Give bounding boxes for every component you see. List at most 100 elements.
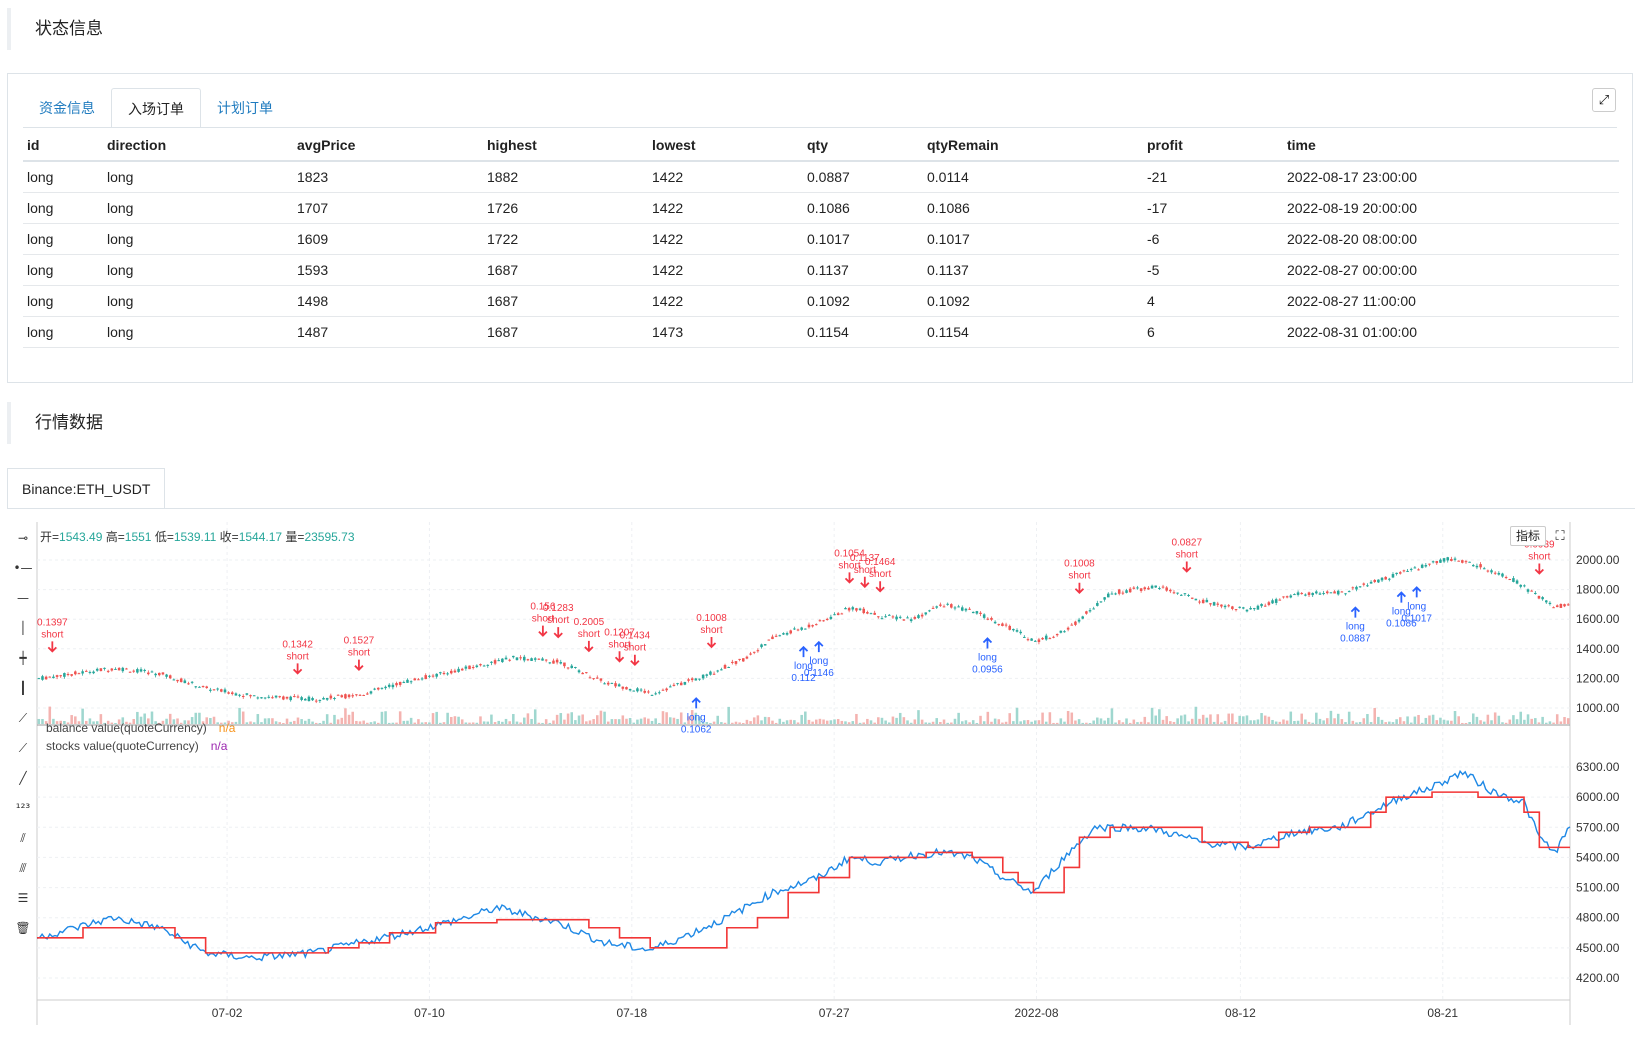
- candle-body: [541, 658, 544, 661]
- fib-channel-icon[interactable]: ⫻: [19, 861, 27, 875]
- candle-body: [322, 697, 325, 700]
- volume-bar: [614, 719, 617, 724]
- volume-bar: [822, 719, 825, 724]
- cell-qty: 0.0887: [803, 161, 923, 193]
- volume-bar: [1552, 722, 1555, 724]
- fullscreen-icon[interactable]: ⛶: [1555, 528, 1565, 543]
- candle-body: [574, 666, 577, 668]
- vertical-line-icon[interactable]: │: [19, 621, 27, 635]
- candle-body: [818, 620, 822, 622]
- parallel-channel-icon[interactable]: ⫽: [20, 831, 26, 845]
- candle-body: [347, 694, 351, 698]
- candle-body: [464, 666, 468, 669]
- trend-line-icon[interactable]: ⟋: [18, 711, 28, 725]
- horizontal-line-icon[interactable]: •—: [13, 561, 33, 575]
- volume-bar: [387, 722, 391, 724]
- volume-bar: [358, 721, 362, 724]
- volume-bar: [1457, 716, 1460, 724]
- indicator-button[interactable]: 指标: [1510, 526, 1546, 546]
- volume-bar: [271, 718, 274, 724]
- volume-bar: [1092, 720, 1095, 724]
- candle-body: [230, 692, 234, 695]
- high-label: 高=: [105, 530, 125, 544]
- candle-body: [804, 628, 807, 630]
- candle-body: [1344, 593, 1347, 595]
- volume-bar: [672, 717, 676, 724]
- candle-body: [986, 618, 990, 620]
- candle-body: [1074, 621, 1077, 625]
- horizontal-ray-icon[interactable]: ⊸: [17, 531, 29, 545]
- tab-entry-orders[interactable]: 入场订单: [111, 88, 201, 128]
- volume-bar: [1442, 719, 1446, 724]
- candle-body: [1563, 604, 1566, 607]
- volume-bar: [935, 718, 939, 724]
- tab-funds[interactable]: 资金信息: [39, 100, 95, 116]
- volume-bar: [665, 712, 668, 724]
- volume-bar: [1143, 716, 1147, 724]
- candle-body: [409, 681, 413, 683]
- volume-bar: [464, 722, 468, 724]
- legend-balance: balance value(quoteCurrency) n/a: [46, 721, 235, 735]
- value-tick-label: 5100.00: [1576, 881, 1620, 895]
- horizontal-segment-icon[interactable]: —: [17, 591, 29, 605]
- candle-body: [880, 618, 884, 620]
- cell-avgPrice: 1707: [293, 192, 483, 224]
- volume-bar: [990, 721, 993, 724]
- candle-body: [110, 668, 114, 671]
- volume-bar: [1205, 717, 1209, 724]
- volume-bar: [1037, 720, 1041, 724]
- candle-body: [1030, 638, 1033, 641]
- volume-bar: [741, 722, 745, 724]
- volume-bar: [475, 722, 479, 724]
- volume-label: 量=: [285, 530, 305, 544]
- volume-bar: [771, 720, 774, 724]
- volume-bar: [1318, 718, 1322, 724]
- candle-body: [526, 659, 530, 661]
- candle-body: [636, 688, 639, 692]
- volume-bar: [41, 719, 44, 724]
- candle-body: [906, 617, 909, 619]
- ray-line-icon[interactable]: ⟋: [18, 741, 28, 755]
- vertical-ray-icon[interactable]: ┃: [19, 681, 27, 695]
- cell-time: 2022-08-20 08:00:00: [1283, 223, 1619, 255]
- volume-bar: [471, 722, 475, 724]
- expand-icon[interactable]: ⤢: [1592, 88, 1616, 112]
- price-tick-label: 1400.00: [1576, 642, 1620, 656]
- candle-body: [1260, 603, 1263, 607]
- extended-line-icon[interactable]: ╱: [19, 771, 27, 785]
- price-label-icon[interactable]: ¹²³: [15, 801, 31, 815]
- volume-bar: [1183, 714, 1187, 724]
- candle-body: [179, 678, 183, 683]
- candle-body: [537, 658, 541, 660]
- candle-body: [793, 628, 796, 630]
- volume-bar: [1515, 719, 1519, 724]
- candle-body: [117, 667, 121, 671]
- short-signal-label: short: [1176, 550, 1198, 561]
- candle-body: [847, 608, 851, 611]
- short-signal-label: short: [608, 639, 630, 650]
- volume-bar: [563, 719, 566, 724]
- vertical-segment-icon[interactable]: ┿: [19, 651, 27, 665]
- candle-body: [683, 682, 687, 685]
- cell-qty: 0.1137: [803, 254, 923, 286]
- volume-bar: [369, 722, 373, 724]
- cell-id: long: [23, 192, 103, 224]
- long-signal-arrow: [1350, 606, 1361, 618]
- volume-bar: [1194, 706, 1198, 724]
- volume-bar: [1158, 709, 1161, 724]
- tab-planned-orders[interactable]: 计划订单: [217, 100, 273, 116]
- fib-retracement-icon[interactable]: ☰: [17, 891, 29, 905]
- candle-body: [1143, 587, 1147, 590]
- column-header-lowest: lowest: [648, 130, 803, 162]
- volume-bar: [1187, 721, 1190, 724]
- candle-body: [829, 616, 833, 619]
- volume-bar: [745, 719, 749, 724]
- volume-bar: [183, 720, 187, 724]
- candle-body: [778, 635, 782, 637]
- volume-bar: [533, 709, 537, 724]
- candle-body: [548, 662, 552, 664]
- trash-icon[interactable]: 🗑: [15, 921, 31, 935]
- legend-balance-name: balance value(quoteCurrency): [46, 721, 207, 735]
- candle-body: [1461, 560, 1464, 563]
